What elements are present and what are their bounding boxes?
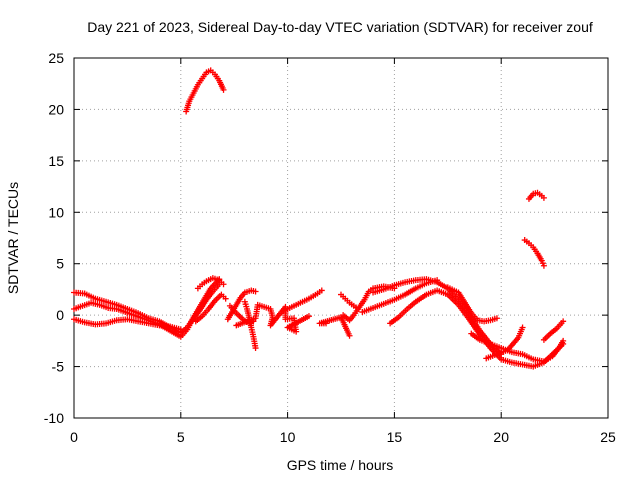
y-tick-label: 20 <box>48 101 64 117</box>
y-tick-label: 25 <box>48 50 64 66</box>
series-arc-d <box>194 275 227 292</box>
chart-title: Day 221 of 2023, Sidereal Day-to-day VTE… <box>87 19 593 35</box>
data-point <box>220 86 227 93</box>
x-tick-labels: 0 5 10 15 20 25 <box>70 429 616 445</box>
series-arc-s <box>483 324 526 362</box>
series-arc-q <box>444 284 500 325</box>
data-point <box>540 262 547 269</box>
series-arc-r <box>468 330 567 365</box>
series-arc-l <box>338 291 362 312</box>
series-arc-p <box>387 287 567 370</box>
y-tick-label: 5 <box>56 256 64 272</box>
plot-frame <box>73 57 609 419</box>
y-tick-label: -5 <box>52 359 65 375</box>
data-point <box>540 194 547 201</box>
y-tick-label: 0 <box>56 307 64 323</box>
series-arc-peak <box>183 67 227 115</box>
series-arc-c <box>71 316 184 333</box>
data-point <box>560 337 567 344</box>
x-tick-label: 5 <box>177 429 185 445</box>
y-tick-label: -10 <box>44 410 64 426</box>
data-point <box>493 315 500 322</box>
data-point <box>222 295 229 302</box>
data-point <box>252 345 259 352</box>
series-arc-j <box>280 287 325 315</box>
data-point <box>220 281 227 288</box>
series-arc-u <box>521 237 547 269</box>
data-point <box>346 332 353 339</box>
y-tick-labels: -10 -5 0 5 10 15 20 25 <box>44 50 64 426</box>
series-arc-v <box>525 189 547 202</box>
x-axis-label: GPS time / hours <box>287 457 394 473</box>
y-tick-label: 15 <box>48 153 64 169</box>
data-point <box>305 313 312 320</box>
x-tick-label: 15 <box>387 429 403 445</box>
data-point <box>318 287 325 294</box>
data-point <box>519 324 526 331</box>
series-arc-t <box>540 318 567 343</box>
data-point <box>177 326 184 333</box>
data-point <box>252 288 259 295</box>
axis-ticks <box>73 57 609 419</box>
x-tick-label: 20 <box>493 429 509 445</box>
grid <box>74 58 608 418</box>
data-marks <box>71 67 567 370</box>
x-tick-label: 25 <box>600 429 616 445</box>
series-arc-e <box>192 291 229 325</box>
y-axis-label: SDTVAR / TECUs <box>5 182 21 294</box>
x-tick-label: 0 <box>70 429 78 445</box>
data-point <box>560 318 567 325</box>
y-tick-label: 10 <box>48 204 64 220</box>
x-tick-label: 10 <box>280 429 296 445</box>
series-arc-k <box>316 314 353 339</box>
